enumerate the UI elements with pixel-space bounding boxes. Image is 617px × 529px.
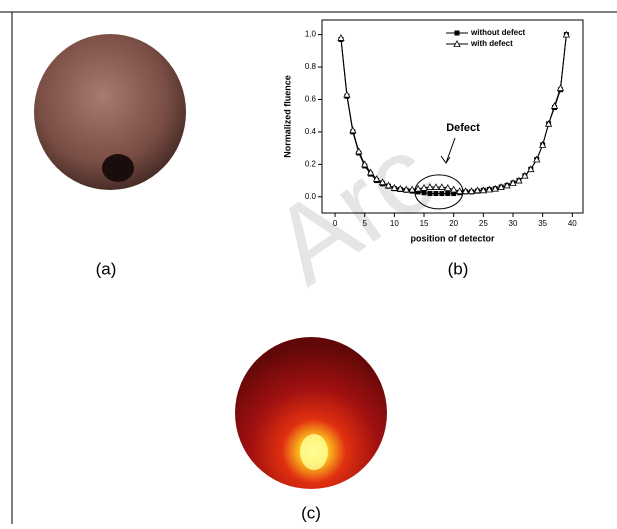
y-tick-label: 0.8 <box>305 62 317 71</box>
y-tick-label: 0.0 <box>305 192 317 201</box>
marker <box>455 31 460 36</box>
x-tick-label: 15 <box>420 219 429 228</box>
panel-label: (b) <box>448 259 469 278</box>
x-tick-label: 20 <box>449 219 458 228</box>
legend-label: without defect <box>470 28 526 37</box>
marker <box>445 191 450 196</box>
y-tick-label: 0.4 <box>305 127 317 136</box>
x-tick-label: 10 <box>390 219 399 228</box>
annotation-arrow <box>441 138 455 163</box>
figure: Arc (a) (b) (c) 0 5 10 15 20 25 30 35 40 0.0 0.2 0.… <box>0 0 617 524</box>
panel-label: (a) <box>96 259 117 278</box>
marker <box>427 191 432 196</box>
y-axis-label: Normalized fluence <box>282 75 292 158</box>
marker <box>422 190 427 195</box>
panel-label: (c) <box>301 503 321 522</box>
legend-label: with defect <box>470 39 513 48</box>
x-axis-label: position of detector <box>411 233 495 243</box>
marker <box>439 191 444 196</box>
watermark: Arc <box>250 113 456 308</box>
y-tick-label: 1.0 <box>305 30 317 39</box>
x-tick-label: 35 <box>538 219 547 228</box>
photo <box>34 34 186 190</box>
x-tick-label: 40 <box>568 219 577 228</box>
heatmap <box>235 337 387 489</box>
marker <box>433 191 438 196</box>
y-tick-label: 0.2 <box>305 159 317 168</box>
x-tick-label: 5 <box>362 219 367 228</box>
annotation: Defect <box>446 122 480 134</box>
y-tick-label: 0.6 <box>305 95 317 104</box>
x-tick-label: 0 <box>333 219 338 228</box>
x-tick-label: 30 <box>509 219 518 228</box>
x-tick-label: 25 <box>479 219 488 228</box>
